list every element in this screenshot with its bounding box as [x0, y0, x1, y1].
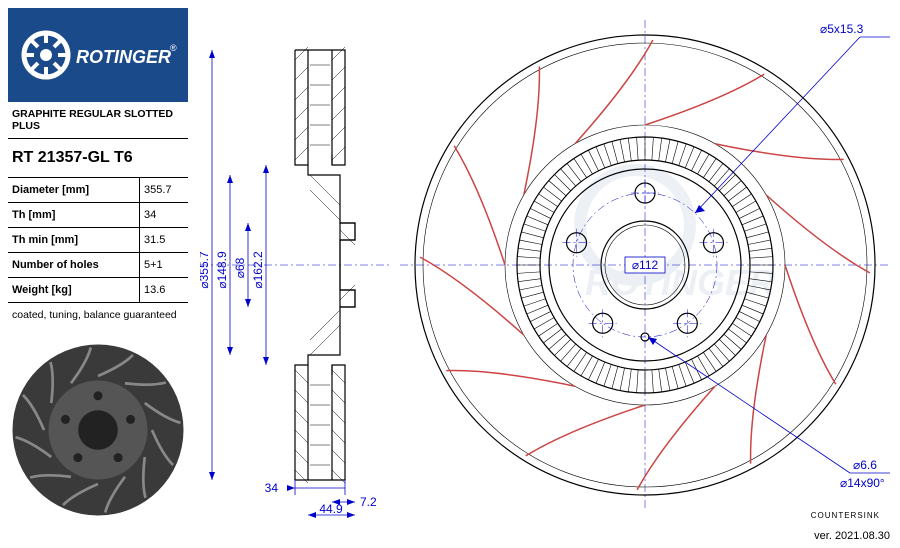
spec-table: GRAPHITE REGULAR SLOTTED PLUS RT 21357-G… [8, 102, 188, 329]
spec-value: 355.7 [140, 178, 188, 202]
product-subtitle: GRAPHITE REGULAR SLOTTED PLUS [8, 102, 188, 139]
countersink-label: COUNTERSINK [811, 511, 880, 520]
brand-logo-panel: ROTINGER ® [8, 8, 188, 102]
disc-thumbnail [8, 340, 188, 520]
spec-value: 34 [140, 203, 188, 227]
spec-row: Th min [mm]31.5 [8, 228, 188, 253]
spec-value: 13.6 [140, 278, 188, 302]
spec-row: Number of holes5+1 [8, 253, 188, 278]
dim-step-diameter: ⌀162.2 [251, 251, 265, 289]
spec-row: Weight [kg]13.6 [8, 278, 188, 303]
product-notes: coated, tuning, balance guaranteed [8, 303, 188, 329]
brand-text: ROTINGER [76, 47, 171, 67]
part-number: RT 21357-GL T6 [8, 139, 188, 178]
dim-countersink: ⌀14x90° [840, 476, 885, 490]
spec-row: Th [mm]34 [8, 203, 188, 228]
dim-bolt-hole: ⌀5x15.3 [820, 22, 864, 36]
dim-hub-diameter: ⌀148.9 [215, 251, 229, 289]
spec-value: 5+1 [140, 253, 188, 277]
version-label: ver. 2021.08.30 [814, 530, 890, 542]
dim-offset: 7.2 [360, 495, 377, 509]
spec-row: Diameter [mm]355.7 [8, 178, 188, 203]
dim-thickness: 34 [265, 481, 279, 495]
spec-label: Th [mm] [8, 203, 140, 227]
svg-text:®: ® [170, 43, 177, 53]
spec-label: Weight [kg] [8, 278, 140, 302]
front-view-drawing: ROTINGER ⌀112 ⌀5x15.3 ⌀6.6 ⌀14x90° [400, 10, 890, 520]
dim-small-hole: ⌀6.6 [853, 458, 877, 472]
dim-outer-diameter: ⌀355.7 [200, 251, 211, 289]
cross-section-drawing: ⌀355.7 ⌀148.9 ⌀68 ⌀162.2 [200, 10, 390, 520]
svg-text:ROTINGER: ROTINGER [585, 262, 775, 303]
rotinger-logo-icon: ROTINGER ® [18, 15, 178, 95]
spec-label: Diameter [mm] [8, 178, 140, 202]
dim-bore-diameter: ⌀68 [233, 257, 247, 278]
dim-pcd: ⌀112 [632, 258, 659, 272]
dim-depth: 44.9 [319, 502, 343, 516]
spec-label: Th min [mm] [8, 228, 140, 252]
spec-label: Number of holes [8, 253, 140, 277]
spec-value: 31.5 [140, 228, 188, 252]
